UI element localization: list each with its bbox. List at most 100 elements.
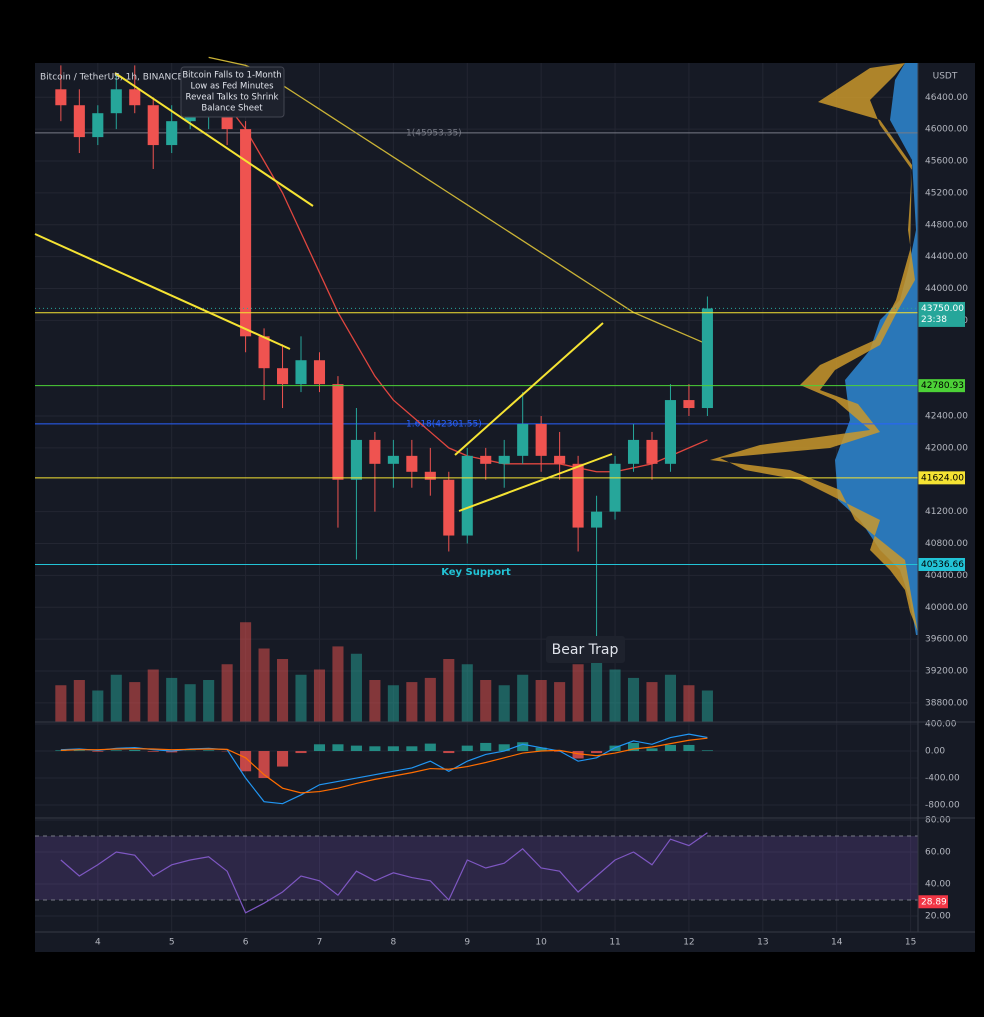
volume-bar [646, 682, 658, 722]
candle-body [443, 479, 455, 536]
volume-bar [627, 677, 640, 722]
volume-bar [184, 684, 196, 722]
y-tick-label: 44800.00 [925, 220, 968, 230]
candle-body [240, 129, 252, 337]
macd-histogram [332, 744, 344, 752]
news-box [180, 66, 285, 118]
volume-bar [461, 664, 473, 722]
volume-bar [350, 653, 362, 722]
volume-bar [443, 659, 455, 722]
x-tick-label: 15 [905, 938, 916, 948]
candle-body [369, 439, 381, 464]
candle-body [258, 336, 270, 369]
macd-histogram [276, 751, 289, 767]
y-tick-label: 42000.00 [925, 443, 968, 453]
y-tick-label: 400.00 [925, 720, 957, 730]
moving-average [208, 56, 708, 345]
candle-body [313, 360, 326, 385]
candle-body [276, 368, 289, 385]
candle-body [110, 89, 122, 114]
volume-bar [480, 680, 492, 722]
news-line: Bitcoin Falls to 1-Month [182, 71, 281, 81]
macd-histogram [664, 744, 677, 752]
macd-histogram [646, 748, 658, 752]
macd-histogram [147, 751, 159, 752]
y-tick-label: 46000.00 [925, 125, 968, 135]
annotation: Key Support [441, 567, 511, 578]
macd-histogram [461, 745, 473, 752]
volume-bar [55, 685, 67, 722]
volume-bar [110, 674, 122, 722]
candle-body [55, 89, 67, 106]
x-tick-label: 11 [609, 938, 620, 948]
annotation-box [546, 636, 625, 663]
candle-body [166, 121, 178, 146]
volume-bar [591, 653, 603, 722]
rsi-tag-label: 28.89 [921, 897, 947, 907]
volume-bar [276, 659, 289, 722]
countdown: 23:38 [921, 315, 947, 325]
macd-line [60, 737, 708, 794]
volume-bar [369, 680, 381, 722]
x-tick-label: 14 [831, 938, 843, 948]
macd-histogram [424, 743, 436, 752]
y-tick-label: 40.00 [925, 880, 951, 890]
fib-label: 1.618(42301.55) [406, 419, 482, 429]
y-tick-label: 20.00 [925, 912, 951, 922]
macd-histogram [701, 750, 713, 752]
price-tag [918, 471, 965, 485]
macd-histogram [350, 745, 362, 752]
volume-bar [664, 674, 677, 722]
candle-body [554, 455, 566, 464]
candle-body [295, 360, 307, 385]
volume-bar [498, 685, 510, 722]
price-tag-label: 42780.93 [921, 381, 964, 391]
candle-body [406, 455, 418, 472]
y-tick-label: 46400.00 [925, 93, 968, 103]
rsi-tag [918, 895, 948, 909]
candle-body [480, 455, 492, 464]
y-tick-label: 45200.00 [925, 188, 968, 198]
news-line: Balance Sheet [201, 104, 263, 114]
candle-body [683, 400, 695, 409]
macd-histogram [517, 742, 529, 752]
annotation: Bear Trap [552, 642, 619, 658]
x-tick-label: 4 [95, 938, 101, 948]
price-tag-label: 43750.00 [921, 304, 964, 314]
y-tick-label: 38800.00 [925, 698, 968, 708]
volume-bar [572, 664, 584, 722]
y-tick-label: 44000.00 [925, 284, 968, 294]
volume-bar [240, 622, 252, 722]
volume-bar [313, 669, 326, 722]
y-tick-label: -400.00 [925, 774, 960, 784]
macd-histogram [110, 750, 122, 752]
volume-bar [129, 682, 141, 722]
macd-histogram [295, 751, 307, 754]
volume-bar [73, 680, 85, 722]
candle-body [646, 439, 658, 464]
volume-bar [554, 682, 566, 722]
candle-body [498, 455, 510, 464]
volume-bar [424, 677, 436, 722]
macd-histogram [129, 750, 141, 752]
macd-histogram [92, 751, 104, 752]
macd-histogram [258, 751, 270, 779]
y-tick-label: 40000.00 [925, 603, 968, 613]
volume-bar [406, 682, 418, 722]
y-tick-label: 80.00 [925, 816, 951, 826]
x-tick-label: 13 [757, 938, 768, 948]
candle-body [332, 384, 344, 480]
y-tick-label: 39600.00 [925, 635, 968, 645]
news-line: Low as Fed Minutes [191, 82, 275, 92]
volume-profile [710, 63, 918, 632]
news-line: Reveal Talks to Shrink [186, 93, 279, 103]
candle-body [350, 439, 362, 480]
volume-bar [332, 646, 344, 722]
volume-bar [147, 669, 159, 722]
candle-body [424, 471, 436, 480]
rsi-band [35, 836, 918, 900]
volume-bar [535, 680, 547, 722]
candle-body [129, 89, 141, 106]
